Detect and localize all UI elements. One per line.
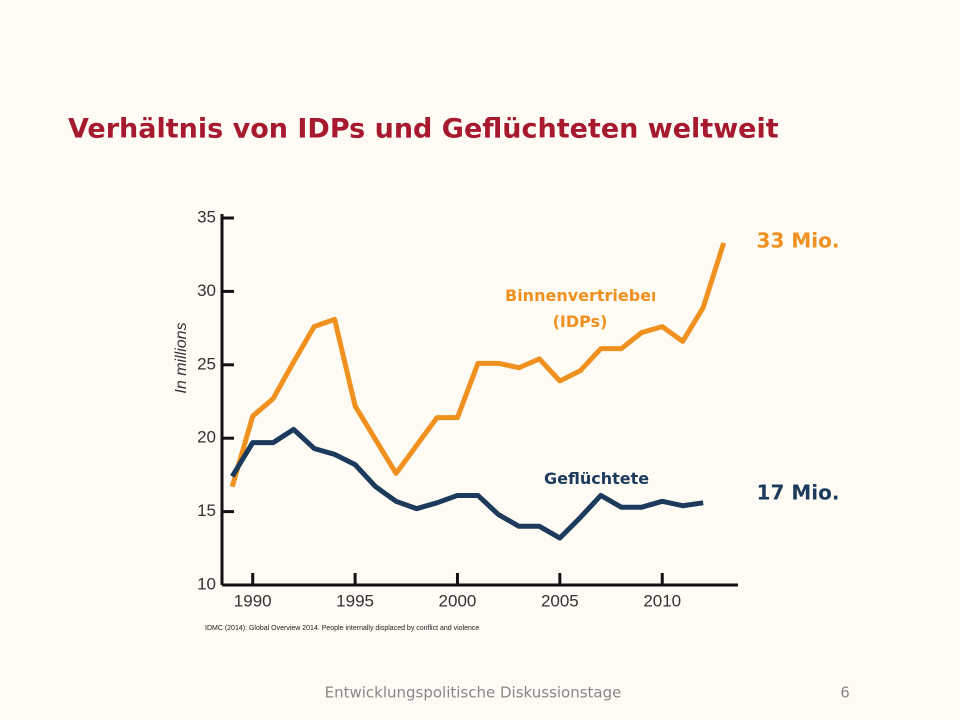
series-line [229, 242, 727, 488]
series-label-text: Binnenvertriebene (IDPs) [505, 286, 655, 331]
slide-title: Verhältnis von IDPs und Geflüchteten wel… [68, 114, 779, 145]
x-tick-label: 2005 [541, 591, 579, 610]
source: IDMC (2014): Global Overview 2014. Peopl… [205, 625, 479, 632]
end-label: 33 Mio. [757, 229, 840, 253]
x-tick-label: 2010 [643, 591, 681, 610]
end-label: 17 Mio. [757, 481, 840, 505]
x-tick-label: 2000 [439, 591, 477, 610]
series-label: Geflüchtete [540, 466, 654, 492]
footer-text: Entwicklungspolitische Diskussionstage [325, 684, 622, 702]
y-tick-label: 25 [197, 354, 216, 373]
x-tick-label: 1990 [234, 591, 272, 610]
y-tick-label: 15 [197, 501, 216, 520]
y-tick-label: 10 [197, 574, 216, 593]
y-tick-label: 30 [197, 281, 216, 300]
series-label: Binnenvertriebene (IDPs) [505, 286, 655, 331]
x-tick-label: 1995 [336, 591, 374, 610]
y-tick-label: 20 [197, 428, 216, 447]
page-number: 6 [840, 684, 850, 702]
series-label-text: Geflüchtete [540, 466, 654, 492]
y-tick-label: 35 [197, 207, 216, 226]
series-line [230, 426, 704, 541]
y-axis-label: In millions [173, 322, 190, 393]
